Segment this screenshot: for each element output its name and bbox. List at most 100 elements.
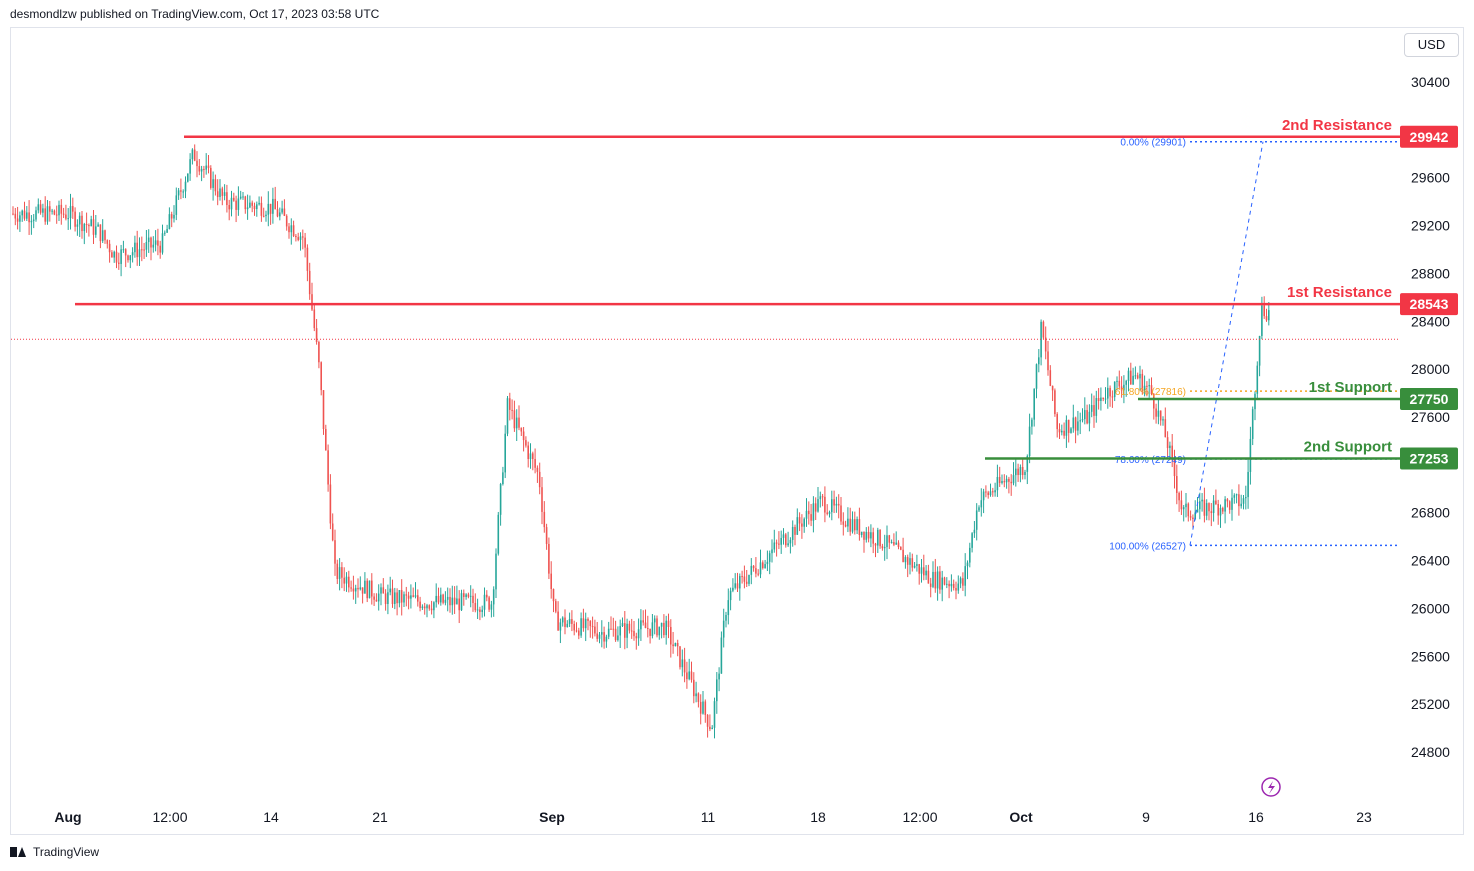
candle-body — [1205, 503, 1208, 516]
candle-body — [966, 562, 969, 567]
candle-body — [817, 499, 819, 512]
candle-body — [716, 679, 718, 702]
candle-body — [518, 417, 520, 428]
candle-body — [242, 196, 244, 198]
candle-body — [1017, 468, 1019, 475]
candle-body — [1247, 471, 1249, 498]
candle-body — [12, 213, 14, 215]
candle-body — [702, 701, 704, 714]
candle-body — [1242, 498, 1245, 504]
candle-body — [131, 252, 134, 256]
candle-body — [814, 503, 817, 512]
candle-body — [81, 215, 83, 232]
candle-body — [449, 596, 451, 606]
candle-body — [281, 208, 283, 213]
candle-body — [580, 618, 582, 636]
tradingview-footer[interactable]: TradingView — [10, 845, 99, 859]
candle-body — [290, 225, 293, 233]
candle-body — [962, 578, 964, 586]
candle-body — [911, 558, 914, 568]
candle-body — [824, 496, 826, 513]
candle-body — [403, 594, 405, 603]
candle-body — [67, 218, 69, 220]
time-axis: Aug 12:00 14 21 Sep 11 18 12:00 Oct 9 16 23 — [54, 809, 1372, 825]
candle-body — [1134, 375, 1137, 377]
candle-body — [1143, 385, 1146, 392]
candle-body — [1199, 501, 1201, 510]
candle-body — [644, 622, 647, 629]
candle-body — [883, 547, 886, 549]
fib-level-label: 78.60% (27249) — [1115, 455, 1186, 466]
candle-body — [1015, 468, 1017, 476]
publisher-header: desmondlzw published on TradingView.com,… — [10, 7, 380, 21]
candle-body — [679, 646, 681, 668]
candle-body — [1141, 373, 1144, 392]
currency-selector[interactable]: USD — [1404, 33, 1459, 57]
candle-body — [285, 215, 288, 227]
candle-body — [578, 630, 580, 636]
candle-body — [313, 309, 316, 329]
price-tick-label: 26400 — [1411, 553, 1450, 569]
candle-body — [796, 517, 799, 535]
footer-brand: TradingView — [33, 845, 100, 859]
candle-body — [440, 594, 442, 603]
candle-body — [941, 577, 943, 590]
candle-body — [111, 252, 113, 258]
candle-body — [122, 249, 125, 251]
candle-body — [1003, 481, 1006, 483]
candle-body — [115, 251, 118, 263]
lightning-icon[interactable] — [1261, 777, 1281, 797]
candle-body — [398, 590, 401, 604]
candle-body — [833, 499, 835, 506]
candle-body — [134, 242, 136, 253]
candle-body — [1035, 364, 1038, 389]
candle-body — [780, 537, 782, 545]
candle-body — [1261, 305, 1263, 336]
candle-body — [410, 595, 412, 599]
candle-body — [1265, 316, 1268, 321]
candle-body — [364, 580, 366, 594]
candle-body — [545, 527, 548, 544]
candle-body — [258, 202, 260, 205]
candle-body — [180, 190, 182, 192]
candle-body — [1162, 419, 1164, 421]
candle-body — [1157, 410, 1160, 417]
candle-body — [766, 561, 769, 565]
candle-body — [382, 587, 385, 594]
candle-body — [371, 580, 373, 597]
candle-body — [343, 577, 345, 584]
candle-body — [1208, 503, 1210, 512]
candle-body — [458, 598, 460, 611]
candle-body — [1012, 475, 1015, 484]
level-price-tag — [1400, 125, 1458, 148]
fib-trend-line — [1189, 141, 1264, 546]
candle-body — [693, 679, 695, 697]
candle-body — [239, 196, 242, 199]
candle-body — [1233, 495, 1236, 498]
candle-body — [129, 255, 132, 261]
candle-body — [741, 576, 743, 578]
candle-body — [23, 210, 26, 219]
candle-body — [626, 623, 628, 638]
candle-body — [584, 618, 587, 629]
candle-body — [1019, 466, 1022, 475]
candle-body — [49, 206, 51, 212]
candle-body — [897, 542, 900, 547]
candle-body — [624, 623, 626, 638]
candle-body — [515, 417, 518, 429]
candle-body — [1120, 386, 1123, 391]
candle-body — [603, 632, 605, 642]
candle-body — [808, 510, 810, 515]
candle-body — [969, 547, 971, 563]
candle-body — [789, 539, 792, 544]
candle-body — [260, 202, 263, 216]
candle-body — [732, 587, 734, 591]
candle-body — [801, 523, 803, 527]
candle-body — [223, 192, 226, 196]
fib-level-label: 0.00% (29901) — [1120, 138, 1186, 149]
candle-body — [1196, 509, 1199, 513]
candle-body — [773, 542, 776, 550]
candle-body — [872, 532, 874, 544]
candle-body — [251, 202, 253, 206]
